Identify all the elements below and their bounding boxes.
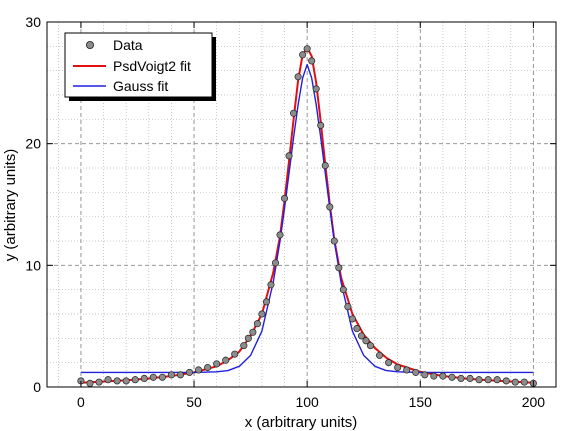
data-point — [280, 194, 289, 202]
data-point — [394, 363, 402, 372]
data-point — [375, 351, 384, 359]
legend-label-psdvoigt2: PsdVoigt2 fit — [113, 58, 191, 74]
data-point — [344, 303, 352, 311]
data-point — [122, 377, 130, 385]
data-point — [448, 373, 456, 381]
data-point — [149, 373, 157, 381]
data-point — [276, 231, 284, 239]
data-point — [262, 298, 270, 306]
data-point — [185, 368, 194, 376]
x-axis-label: x (arbitrary units) — [245, 414, 358, 431]
data-point — [131, 376, 139, 384]
data-point — [294, 73, 302, 81]
x-tick-label: 150 — [409, 394, 433, 410]
data-point — [421, 371, 429, 379]
data-point — [362, 337, 370, 345]
tick-labels: 0 50 100 150 200 0 10 20 30 — [25, 14, 545, 410]
data-point — [385, 359, 393, 367]
legend-label-data: Data — [113, 37, 143, 53]
data-point — [403, 366, 411, 374]
data-point — [222, 356, 230, 364]
data-point — [195, 366, 203, 374]
data-point — [493, 376, 501, 384]
data-point — [244, 334, 252, 342]
x-tick-label: 200 — [522, 394, 546, 410]
data-point — [95, 378, 103, 386]
data-point — [308, 57, 316, 65]
data-point — [511, 378, 519, 386]
data-point — [484, 376, 492, 384]
data-point — [366, 342, 375, 350]
data-point — [140, 374, 148, 383]
data-point — [104, 376, 112, 384]
data-point — [466, 374, 474, 383]
data-point — [213, 360, 221, 368]
data-point — [339, 286, 347, 294]
data-point — [113, 377, 121, 385]
data-point — [176, 371, 185, 379]
data-point — [231, 350, 239, 358]
data-point — [158, 373, 166, 381]
data-point — [457, 374, 465, 383]
data-point — [303, 45, 311, 53]
y-axis-label: y (arbitrary units) — [2, 149, 19, 262]
data-point — [357, 332, 366, 340]
data-point — [326, 203, 334, 211]
axis-ticks — [47, 21, 556, 388]
data-point — [335, 264, 343, 272]
x-tick-label: 50 — [186, 394, 202, 410]
data-point — [520, 378, 528, 386]
series-line-gauss-fit — [80, 63, 534, 374]
data-point — [299, 51, 307, 59]
x-tick-label: 100 — [295, 394, 319, 410]
data-point — [167, 371, 175, 379]
data-point — [271, 259, 280, 267]
data-point — [317, 121, 325, 129]
data-point — [86, 379, 94, 387]
data-point — [321, 162, 329, 170]
data-point — [348, 315, 356, 323]
data-point — [267, 281, 275, 289]
data-point — [412, 368, 420, 376]
major-grid — [47, 22, 556, 387]
data-point — [312, 85, 320, 93]
y-tick-label: 30 — [25, 14, 41, 30]
data-point — [240, 342, 248, 350]
y-tick-label: 10 — [25, 257, 41, 273]
data-point — [430, 372, 438, 380]
y-tick-label: 0 — [33, 379, 41, 395]
data-point — [439, 372, 447, 380]
data-point — [475, 376, 483, 384]
y-tick-label: 20 — [25, 136, 41, 152]
data-point — [285, 152, 293, 160]
data-point — [249, 328, 257, 336]
data-point — [502, 377, 510, 385]
series-points — [77, 45, 537, 387]
plot-frame — [46, 21, 557, 388]
data-point — [204, 363, 212, 372]
legend: Data PsdVoigt2 fit Gauss fit — [64, 32, 216, 101]
data-point — [353, 325, 361, 333]
x-tick-label: 0 — [77, 394, 85, 410]
data-point — [290, 109, 298, 117]
legend-marker-data — [86, 41, 95, 50]
legend-label-gauss: Gauss fit — [113, 78, 168, 94]
data-point — [258, 310, 266, 318]
data-point — [330, 237, 338, 245]
data-point — [253, 320, 261, 328]
